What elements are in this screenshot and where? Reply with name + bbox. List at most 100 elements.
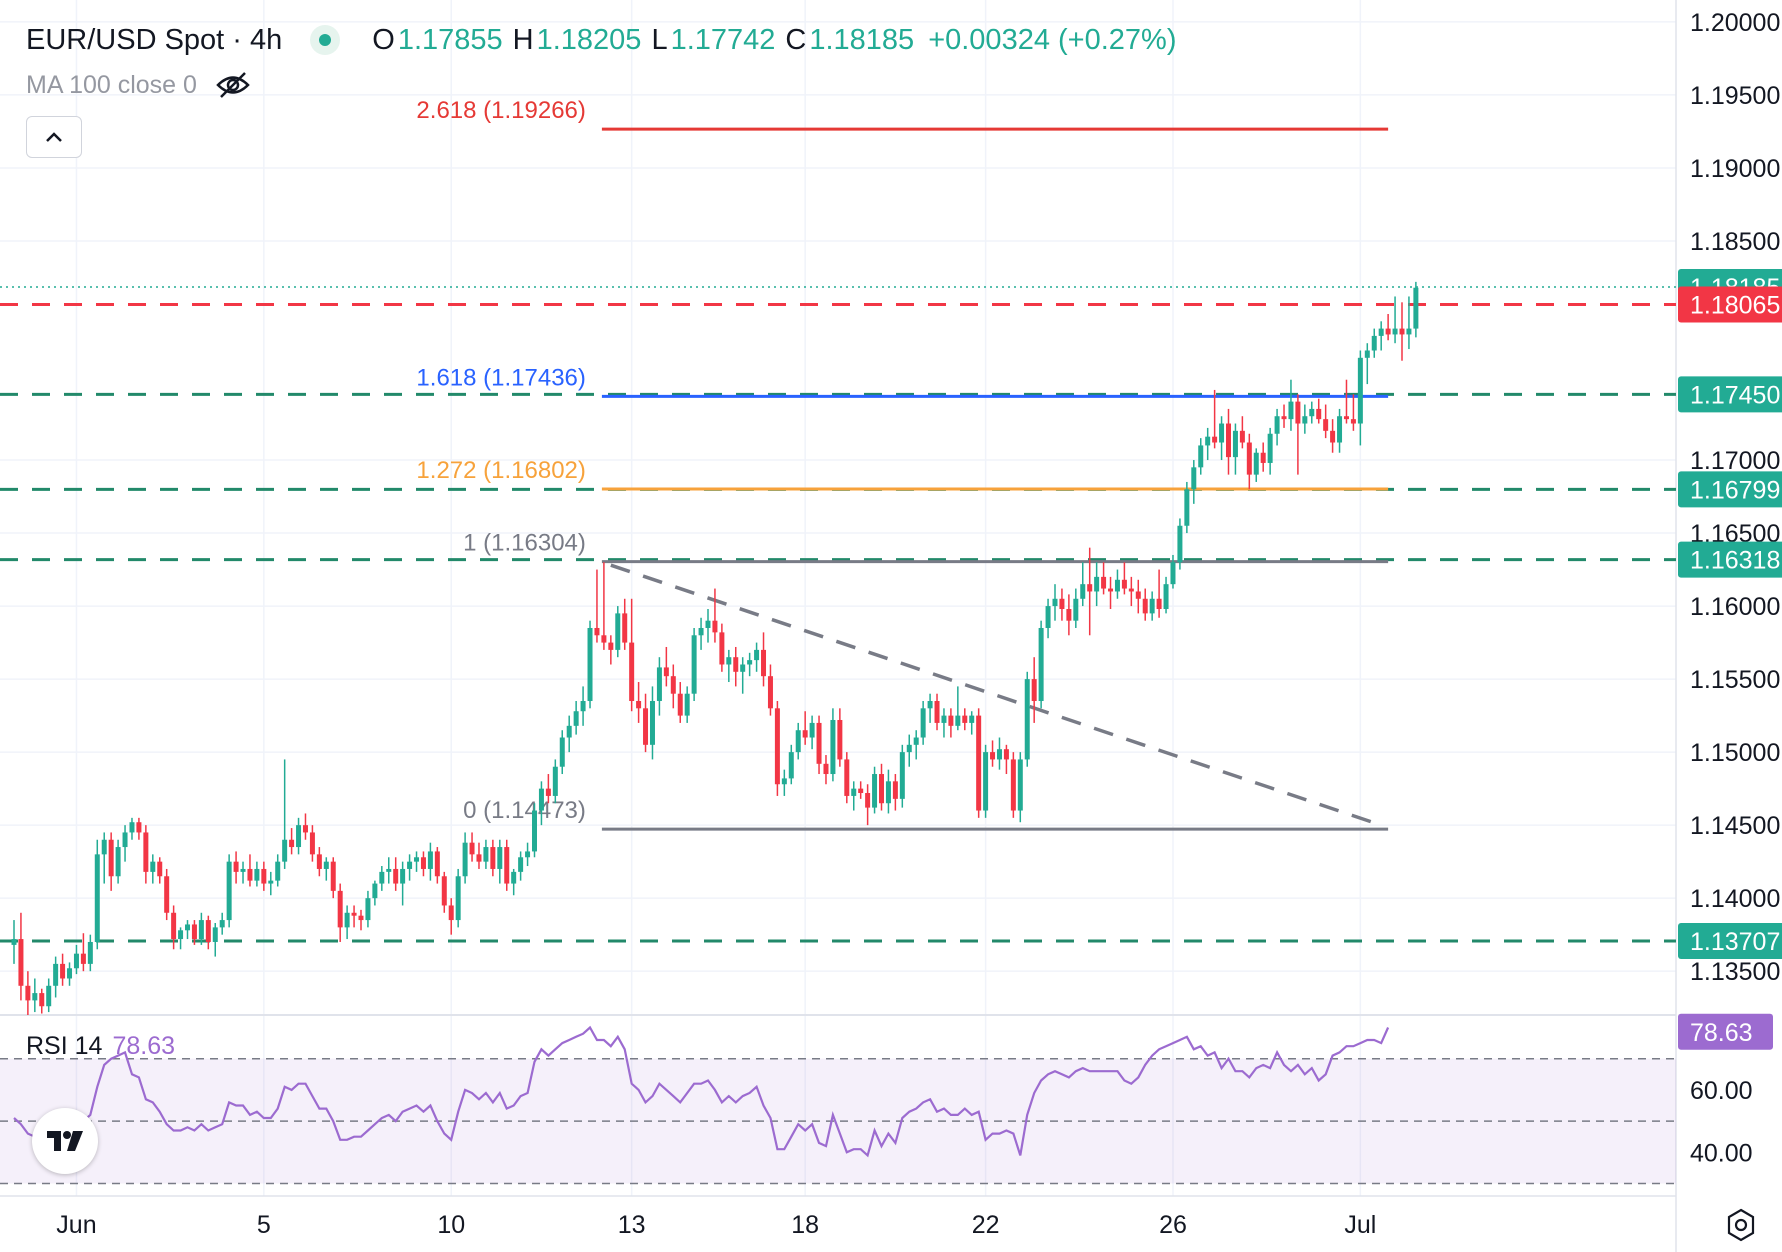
candle [622,598,628,650]
candle-body [1184,489,1190,526]
candle [136,817,142,840]
candle [1350,394,1356,431]
candle [899,744,905,808]
candle [497,839,503,884]
candle-body [351,912,357,916]
horizontal-levels [0,286,1676,943]
candle-body [1205,436,1211,446]
eye-off-icon[interactable] [215,70,251,100]
candle-body [1073,598,1079,621]
candle [11,920,17,964]
ma-label: MA 100 close 0 [26,70,197,99]
tradingview-logo-icon[interactable] [32,1108,98,1174]
candle-body [87,941,93,964]
candle-body [1295,401,1301,424]
candle-body [594,627,600,636]
fib-level-label: 2.618 (1.19266) [416,97,585,124]
price-tick-label: 1.19000 [1690,155,1780,183]
rsi-legend[interactable]: RSI 14 78.63 [26,1032,175,1061]
candle [275,854,281,887]
candle-body [143,832,149,872]
candle-body [788,752,794,779]
price-tag-bg [1678,471,1782,508]
price-tick-label: 1.14000 [1690,885,1780,913]
candle-body [1357,357,1363,424]
open-label: O [372,23,395,56]
price-tag: 1.16799 [1678,471,1782,508]
candle-body [94,854,100,942]
candle [476,842,482,869]
fib-level-label: 1.618 (1.17436) [416,364,585,391]
candle-body [955,715,961,726]
candle [816,715,822,775]
symbol-title[interactable]: EUR/USD Spot · 4h [26,23,283,56]
price-axis[interactable]: 1.200001.195001.190001.185001.170001.165… [1678,9,1782,1167]
candle [1024,671,1030,767]
candle-body [164,876,170,913]
candle [282,759,288,869]
candle [504,839,510,891]
candle [157,857,163,884]
candle [941,708,947,738]
candle [358,909,364,931]
rsi-value-tag: 78.63 [1678,1013,1773,1050]
candle-body [178,930,184,940]
candle-body [740,664,746,672]
rsi-legend-value: 78.63 [112,1032,175,1060]
candle-body [573,711,579,726]
candle-body [108,839,114,877]
candle [108,832,114,891]
candle-body [1170,562,1176,585]
candle [164,868,170,921]
candle-body [25,985,31,1001]
price-tag: 1.17450 [1678,376,1782,413]
candle-body [983,752,989,811]
ma-indicator-legend[interactable]: MA 100 close 0 [26,70,251,100]
candle [962,708,968,731]
candle [761,632,767,687]
candle-body [511,871,517,884]
gear-icon[interactable] [1724,1208,1758,1242]
candle [455,868,461,928]
candle [726,649,732,683]
candle-body [879,774,884,804]
candle-body [358,915,364,921]
candle [865,784,871,826]
candle-body [1114,579,1120,592]
high-label: H [512,23,534,56]
candle [129,817,135,840]
candle-body [1219,423,1225,443]
candle [171,905,177,950]
candle-body [629,642,635,702]
candle-body [677,693,683,716]
candle-body [1267,433,1273,463]
price-tag-label: 1.13707 [1690,928,1780,956]
candle-body [379,871,385,884]
candle [379,866,385,891]
candle [955,686,961,731]
collapse-button[interactable] [26,116,82,158]
price-tick-label: 1.14500 [1690,812,1780,840]
candle-body [219,920,225,928]
candle-body [802,730,808,738]
candle [205,915,211,950]
candle-body [73,953,79,969]
candle-body [469,842,475,855]
candle-body [1392,328,1398,335]
candle [1378,321,1384,351]
candle [1260,442,1266,472]
time-axis[interactable]: Jun 5 10 13 18 22 26 Jul [56,1211,1376,1239]
candle-body [996,749,1002,760]
candle [1406,296,1412,350]
candle-body [1177,525,1183,563]
candle [774,701,780,796]
candle [802,711,808,745]
price-tick-label: 1.13500 [1690,958,1780,986]
candle [1114,569,1120,599]
candle [837,708,843,767]
candle [872,766,878,814]
candle-body [663,667,669,677]
candle-body [976,715,982,811]
candle-body [1232,430,1238,458]
